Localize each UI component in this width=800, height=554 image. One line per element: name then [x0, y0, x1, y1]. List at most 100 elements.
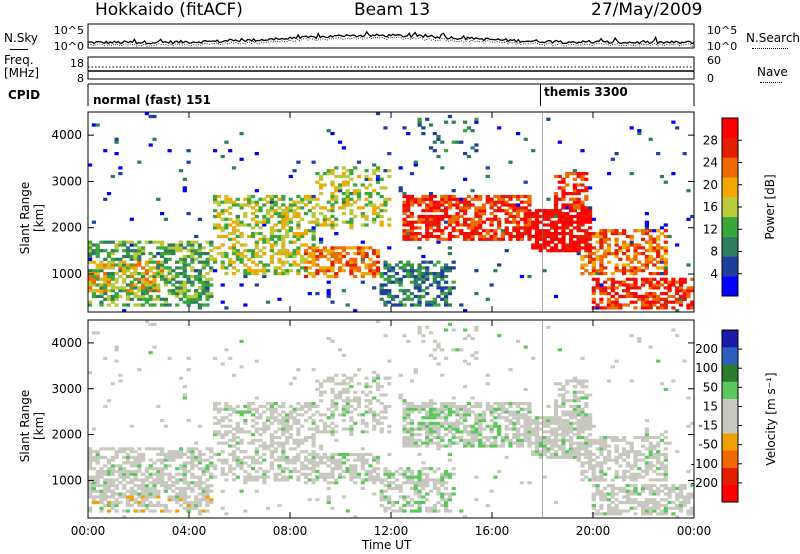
- power-cell: [470, 203, 475, 207]
- velocity-cell: [599, 469, 604, 473]
- velocity-cell: [466, 424, 471, 428]
- velocity-cell: [512, 416, 517, 420]
- velocity-cell: [345, 410, 350, 414]
- velocity-cell: [103, 447, 108, 451]
- velocity-cell: [133, 489, 138, 493]
- power-cell: [391, 280, 396, 284]
- velocity-cell: [360, 447, 365, 451]
- velocity-cell: [633, 506, 638, 510]
- velocity-cell: [231, 450, 237, 454]
- power-cell: [144, 112, 149, 116]
- velocity-cell: [625, 475, 630, 479]
- power-cell: [428, 217, 434, 221]
- velocity-cell: [186, 506, 191, 510]
- power-cell: [254, 269, 259, 273]
- power-cell: [603, 266, 608, 270]
- power-cell: [527, 229, 532, 233]
- power-cell: [588, 249, 593, 253]
- velocity-cell: [652, 484, 657, 488]
- velocity-cell: [273, 447, 278, 451]
- velocity-cell: [300, 424, 305, 428]
- power-cell: [413, 294, 418, 299]
- power-cell: [444, 294, 449, 299]
- power-cell: [303, 274, 309, 279]
- velocity-cell: [455, 404, 460, 408]
- power-cell: [466, 217, 471, 221]
- power-cell: [228, 260, 233, 264]
- power-cell: [285, 234, 290, 239]
- power-cell: [175, 272, 180, 276]
- velocity-cell: [436, 410, 441, 414]
- power-cell: [372, 220, 377, 224]
- power-cell: [197, 277, 202, 281]
- power-cell: [584, 189, 589, 193]
- velocity-cell: [182, 495, 187, 499]
- velocity-cell: [614, 458, 619, 462]
- velocity-cell: [235, 404, 240, 408]
- velocity-cell: [213, 356, 218, 360]
- velocity-cell: [489, 430, 494, 434]
- power-cell: [349, 209, 354, 213]
- power-cell: [160, 269, 165, 273]
- power-cell: [216, 200, 221, 204]
- power-cell: [205, 280, 210, 284]
- power-cell: [103, 297, 108, 301]
- power-cell: [485, 194, 490, 199]
- velocity-cell: [606, 484, 612, 488]
- velocity-cell: [606, 512, 612, 516]
- power-cell: [406, 197, 411, 201]
- power-cell: [178, 286, 184, 290]
- velocity-cell: [625, 509, 630, 513]
- power-cell: [406, 220, 411, 224]
- velocity-cell: [436, 501, 441, 505]
- velocity-cell: [383, 467, 388, 471]
- velocity-cell: [129, 495, 134, 499]
- velocity-cell: [444, 469, 449, 473]
- power-cell: [580, 174, 585, 179]
- power-cell: [508, 212, 513, 216]
- velocity-cell: [160, 484, 165, 488]
- velocity-cell: [409, 419, 415, 423]
- velocity-cell: [273, 419, 278, 423]
- power-cell: [231, 260, 237, 264]
- velocity-cell: [156, 492, 161, 496]
- power-cell: [334, 200, 339, 204]
- power-cell: [561, 214, 566, 219]
- velocity-cell: [372, 481, 377, 485]
- power-cell: [326, 169, 331, 173]
- power-cell: [148, 257, 153, 261]
- velocity-cell: [447, 413, 452, 417]
- power-cell: [546, 249, 551, 253]
- velocity-cell: [88, 489, 93, 493]
- velocity-cell: [175, 481, 180, 485]
- power-cell: [285, 223, 290, 227]
- velocity-cell: [447, 452, 452, 456]
- power-cell: [637, 286, 642, 290]
- velocity-cell: [356, 455, 362, 459]
- power-ytick-label: 4000: [51, 128, 82, 142]
- velocity-cell: [633, 489, 638, 493]
- power-cell: [182, 189, 187, 193]
- velocity-cell: [618, 486, 623, 490]
- power-cell: [330, 180, 335, 184]
- velocity-cell: [213, 464, 218, 468]
- power-cell: [114, 297, 119, 301]
- velocity-cell: [292, 467, 297, 471]
- power-cell: [599, 266, 604, 270]
- power-cell: [239, 243, 244, 247]
- velocity-cell: [644, 469, 649, 473]
- power-cell: [542, 212, 547, 216]
- power-cell: [519, 226, 524, 230]
- velocity-cell: [141, 458, 146, 462]
- velocity-cell: [345, 404, 350, 408]
- power-cell: [652, 292, 657, 296]
- velocity-cell: [572, 455, 577, 459]
- velocity-cell: [512, 427, 517, 431]
- velocity-cell: [440, 424, 445, 428]
- power-cell: [372, 217, 377, 221]
- velocity-cell: [444, 498, 449, 502]
- power-cell: [557, 240, 562, 244]
- velocity-cell: [523, 427, 528, 431]
- velocity-cell: [205, 501, 210, 505]
- velocity-cell: [455, 430, 460, 434]
